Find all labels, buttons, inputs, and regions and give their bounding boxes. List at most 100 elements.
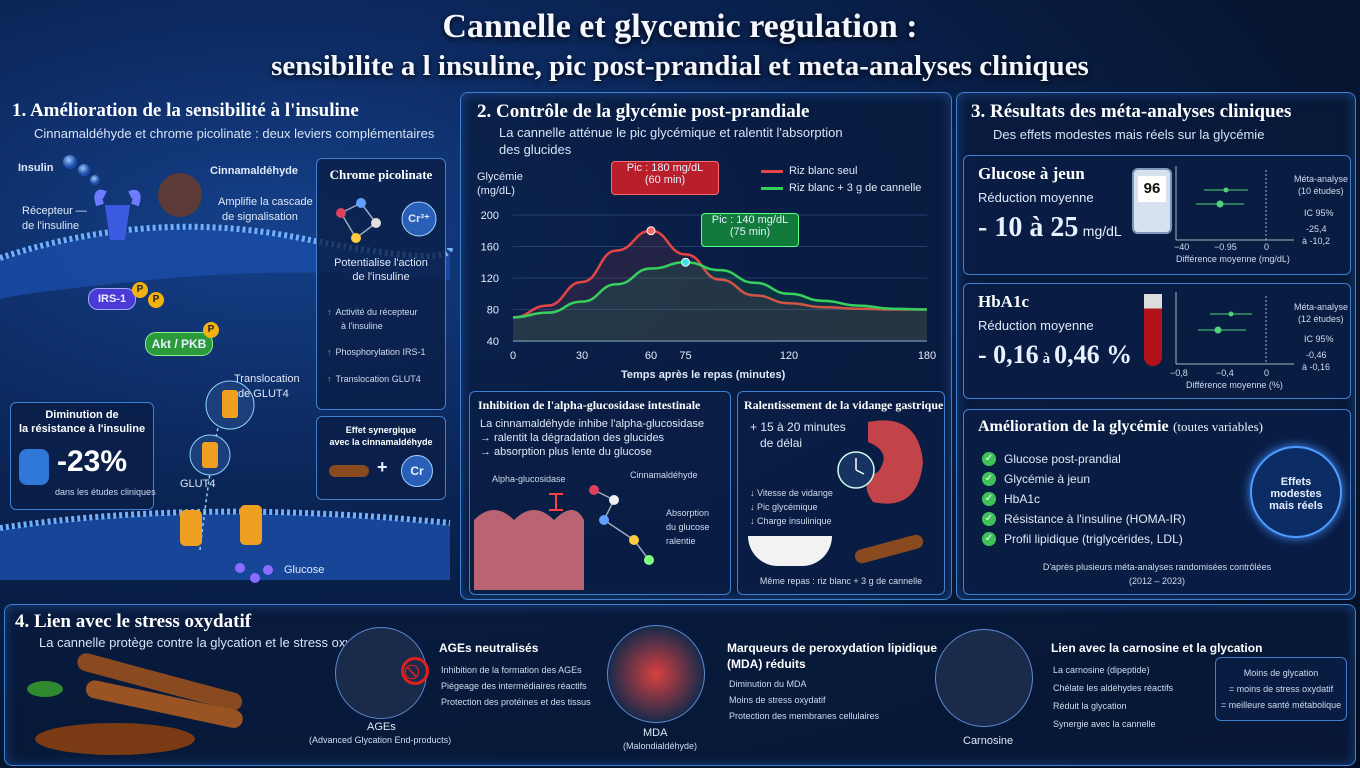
hba1c-tick-3: 0 — [1264, 368, 1270, 378]
section1-subtitle: Cinnamaldéhyde et chrome picolinate : de… — [34, 126, 435, 141]
effects-line-2: modestes — [1270, 488, 1322, 500]
section2-sub: La cannelle atténue le pic glycémique et… — [499, 125, 843, 140]
fasting-reduction-label: Réduction moyenne — [978, 190, 1094, 205]
page-subtitle: sensibilite a l insuline, pic post-prand… — [271, 50, 1089, 82]
cr3-label: Cr³⁺ — [408, 213, 430, 225]
section-oxidative-stress: 4. Lien avec le stress oxydatif La canne… — [4, 604, 1356, 766]
fasting-title: Glucose à jeun — [978, 164, 1085, 183]
mda-title-2: (MDA) réduits — [727, 657, 806, 671]
insulin-load-down: ↓ Charge insulinique — [750, 516, 832, 526]
improvement-item-5: Profil lipidique (triglycérides, LDL) — [1004, 532, 1183, 546]
act2-label: Phosphorylation IRS-1 — [335, 347, 426, 357]
prohibited-icon: ⃠ — [401, 657, 429, 685]
section1-title: 1. Amélioration de la sensibilité à l'in… — [12, 100, 359, 121]
series-line-2 — [512, 260, 928, 319]
cinnamon-sticks-illustration — [27, 653, 243, 755]
glut4-label: GLUT4 — [180, 478, 216, 490]
hba1c-value-2: 0,46 % — [1054, 340, 1133, 369]
chromium-icon: Cr — [401, 455, 433, 487]
cinnamon-stick-icon — [329, 465, 369, 477]
rice-bowl-icon — [748, 536, 832, 566]
amplify-label: Amplifie la cascade — [218, 196, 313, 208]
modest-effects-badge: Effets modestes mais réels — [1250, 446, 1342, 538]
legend-swatch-green — [761, 186, 783, 190]
ages-item-3: Protection des protéines et des tissus — [441, 697, 591, 707]
fasting-tick-3: 0 — [1264, 242, 1270, 252]
chrome-title: Chrome picolinate — [329, 167, 433, 182]
conclusion-box: Moins de glycation = moins de stress oxy… — [1215, 657, 1347, 721]
improvement-subtitle: (toutes variables) — [1173, 419, 1263, 434]
delay-label: + 15 à 20 minutes — [750, 420, 846, 434]
irs1-badge: IRS-1 — [88, 288, 136, 310]
resistance-note: dans les études cliniques — [55, 487, 156, 497]
glycemia-line-chart: 40 80 120 160 200 0 30 60 75 120 180 — [481, 210, 937, 362]
insulin-resistance-box: Diminution de la résistance à l'insuline… — [10, 402, 156, 510]
fasting-ic: IC 95% — [1304, 208, 1334, 218]
peak-callout-green: Pic : 140 mg/dL (75 min) — [701, 213, 799, 247]
improvement-item-1: Glucose post-prandial — [1004, 452, 1121, 466]
mda-item-3: Protection des membranes cellulaires — [729, 711, 880, 721]
cinnamaldehyde-label: Cinnamaldéhyde — [210, 165, 299, 177]
y-tick-label: 80 — [487, 305, 499, 317]
section3-title: 3. Résultats des méta-analyses cliniques — [971, 101, 1292, 122]
peak-callout-red: Pic : 180 mg/dL (60 min) — [611, 161, 719, 195]
legend-swatch-red — [761, 169, 783, 173]
absorption-label-3: ralentie — [666, 536, 696, 546]
arrow-up-icon: ↑ — [327, 374, 332, 384]
mda-caption-2: (Malondialdéhyde) — [623, 741, 698, 751]
cinnamon-icon — [853, 533, 925, 565]
mda-title: Marqueurs de peroxydation lipidique — [727, 641, 938, 655]
fasting-tick-2: −0.95 — [1214, 242, 1237, 252]
fasting-axis-label: Différence moyenne (mg/dL) — [1176, 254, 1290, 264]
synergy-title: Effet synergique — [345, 425, 417, 435]
alpha-glucosidase-box: Inhibition de l'alpha-glucosidase intest… — [469, 391, 731, 595]
blood-tube-icon — [1144, 294, 1162, 366]
resistance-value: -23% — [57, 445, 128, 478]
hba1c-title: HbA1c — [978, 292, 1029, 311]
improvement-title: Amélioration de la glycémie — [978, 418, 1169, 435]
absorption-label-2: du glucose — [666, 522, 710, 532]
inhibition-text-3: → absorption plus lente du glucose — [480, 446, 652, 458]
carnosine-item-4: Synergie avec la cannelle — [1053, 719, 1156, 729]
hba1c-ic: IC 95% — [1304, 334, 1334, 344]
conclusion-line-3: = meilleure santé métabolique — [1220, 700, 1342, 710]
section3-subtitle: Des effets modestes mais réels sur la gl… — [993, 127, 1265, 142]
cell-membrane-illustration — [0, 155, 453, 583]
gastric-emptying-box: Ralentissement de la vidange gastrique +… — [737, 391, 945, 595]
potentiate-label-2: de l'insuline — [352, 271, 410, 283]
mda-item-1: Diminution du MDA — [729, 679, 807, 689]
section-meta-analyses: 3. Résultats des méta-analyses cliniques… — [956, 92, 1356, 600]
improvement-item-3: HbA1c — [1004, 492, 1041, 506]
chrome-molecule-icon — [336, 198, 437, 243]
hba1c-value: - 0,16 — [978, 340, 1039, 369]
section-postprandial: 2. Contrôle de la glycémie post-prandial… — [460, 92, 952, 600]
resistance-title: Diminution de — [45, 409, 119, 421]
y-axis-label: Glycémie — [477, 171, 523, 183]
check-icon: ✓ — [982, 492, 996, 506]
ages-title: AGEs neutralisés — [439, 641, 539, 655]
peak-green-time: (75 min) — [729, 226, 771, 238]
y-tick-label: 120 — [481, 273, 499, 285]
ages-item-1: Inhibition de la formation des AGEs — [441, 665, 582, 675]
glucometer-icon: 96 — [1132, 168, 1172, 234]
improvement-item-4: Résistance à l'insuline (HOMA-IR) — [1004, 512, 1186, 526]
fasting-ic-2: à -10,2 — [1302, 236, 1331, 246]
peak-marker-green — [681, 257, 690, 267]
hba1c-ic-2: à -0,16 — [1302, 362, 1331, 372]
page-title: Cannelle et glycemic regulation : — [442, 8, 918, 45]
legend-label-2: Riz blanc + 3 g de cannelle — [789, 182, 922, 194]
hba1c-meta-2: (12 études) — [1298, 314, 1344, 324]
fasting-tick-1: −40 — [1174, 242, 1190, 252]
arrow-up-icon: ↑ — [327, 307, 332, 317]
hba1c-tick-2: −0,4 — [1216, 368, 1234, 378]
section2-sub-2: des glucides — [499, 142, 572, 157]
section4-subtitle: La cannelle protège contre la glycation … — [39, 635, 377, 650]
glucometer-reading: 96 — [1138, 176, 1166, 202]
fasting-unit: mg/dL — [1082, 223, 1122, 239]
x-tick-label: 30 — [576, 350, 588, 362]
effects-line-1: Effets — [1280, 476, 1312, 488]
chrome-picolinate-box: Chrome picolinate Cr³⁺ Potentialise l'ac… — [316, 158, 446, 410]
hba1c-meta: Méta-analyse — [1294, 302, 1349, 312]
peak-red-time: (60 min) — [644, 174, 686, 186]
fasting-meta: Méta-analyse — [1294, 174, 1349, 184]
